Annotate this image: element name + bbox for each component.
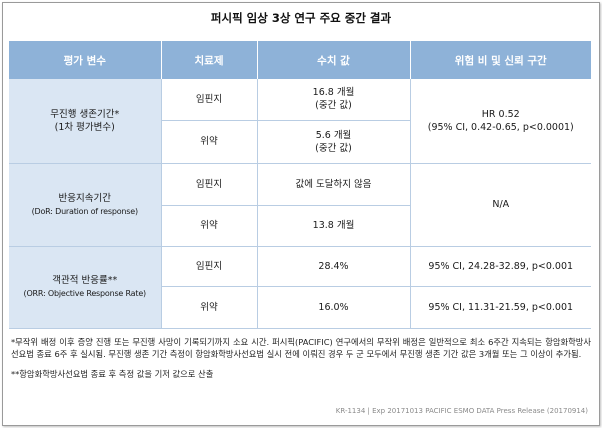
header-value: 수치 값	[257, 41, 411, 79]
value-note: (중간 값)	[315, 100, 352, 112]
table-row: 반응지속기간 (DoR: Duration of response) 임핀지 값…	[9, 163, 591, 247]
value-cell: 13.8 개월	[257, 205, 411, 247]
table-row: 무진행 생존기간* (1차 평가변수) 임핀지 16.8 개월 (중간 값) H…	[9, 79, 591, 164]
value-cell: 값에 도달하지 않음	[257, 163, 411, 206]
table-row: 위약 16.0% 95% CI, 11.31-21.59, p<0.001	[9, 286, 591, 329]
table-row: 위약 5.6 개월 (중간 값)	[9, 120, 591, 164]
value-cell: 28.4%	[257, 246, 411, 287]
document-reference: KR-1134 | Exp 20171013 PACIFIC ESMO DATA…	[335, 407, 588, 415]
table-row: 객관적 반응률** (ORR: Objective Response Rate)…	[9, 246, 591, 329]
endpoint-pfs: 무진행 생존기간* (1차 평가변수)	[9, 79, 162, 164]
hazard-ratio-pfs: HR 0.52 (95% CI, 0.42-0.65, p<0.0001)	[410, 79, 591, 164]
table-header-row: 평가 변수 치료제 수치 값 위험 비 및 신뢰 구간	[9, 41, 591, 79]
endpoint-name: 반응지속기간	[58, 192, 111, 204]
endpoint-name: 객관적 반응률**	[52, 275, 118, 286]
footnote-orr: **항암화학방사선요법 종료 후 측정 값을 기저 값으로 산출	[11, 369, 214, 379]
arm-cell: 위약	[161, 205, 258, 247]
arm-cell: 임핀지	[161, 246, 258, 287]
footnotes: *무작위 배정 이후 증양 진행 또는 무진행 사망이 기록되기까지 소요 시간…	[11, 336, 591, 380]
value-note: (중간 값)	[315, 142, 352, 154]
page-title: 퍼시픽 임상 3상 연구 주요 중간 결과	[210, 11, 392, 25]
endpoint-dor: 반응지속기간 (DoR: Duration of response)	[9, 163, 162, 247]
value-main: 5.6 개월	[315, 129, 352, 141]
confidence-interval: 95% CI, 11.31-21.59, p<0.001	[410, 286, 591, 329]
arm-cell: 위약	[161, 120, 258, 164]
endpoint-subtitle: (1차 평가변수)	[54, 121, 115, 133]
arm-cell: 임핀지	[161, 79, 258, 121]
endpoint-orr: 객관적 반응률** (ORR: Objective Response Rate)	[9, 246, 162, 329]
header-endpoint: 평가 변수	[9, 41, 162, 79]
header-hazard-ratio: 위험 비 및 신뢰 구간	[410, 41, 591, 79]
value-cell: 5.6 개월 (중간 값)	[257, 120, 411, 164]
value-cell: 16.8 개월 (중간 값)	[257, 79, 411, 121]
confidence-interval: 95% CI, 24.28-32.89, p<0.001	[410, 246, 591, 287]
arm-cell: 임핀지	[161, 163, 258, 206]
results-table: 평가 변수 치료제 수치 값 위험 비 및 신뢰 구간 무진행 생존기간* (1…	[9, 41, 591, 329]
hazard-ratio-dor: N/A	[410, 163, 591, 247]
table-row: 위약 13.8 개월	[9, 205, 591, 247]
endpoint-name: 무진행 생존기간*	[50, 108, 120, 120]
hazard-ratio-value: HR 0.52	[481, 108, 520, 120]
value-main: 16.8 개월	[312, 87, 355, 99]
header-treatment: 치료제	[161, 41, 258, 79]
endpoint-subtitle: (DoR: Duration of response)	[31, 206, 139, 216]
confidence-interval: (95% CI, 0.42-0.65, p<0.0001)	[427, 121, 574, 133]
value-cell: 16.0%	[257, 286, 411, 329]
endpoint-subtitle: (ORR: Objective Response Rate)	[23, 289, 147, 298]
footnote-pfs: *무작위 배정 이후 증양 진행 또는 무진행 사망이 기록되기까지 소요 시간…	[11, 337, 591, 359]
arm-cell: 위약	[161, 286, 258, 329]
